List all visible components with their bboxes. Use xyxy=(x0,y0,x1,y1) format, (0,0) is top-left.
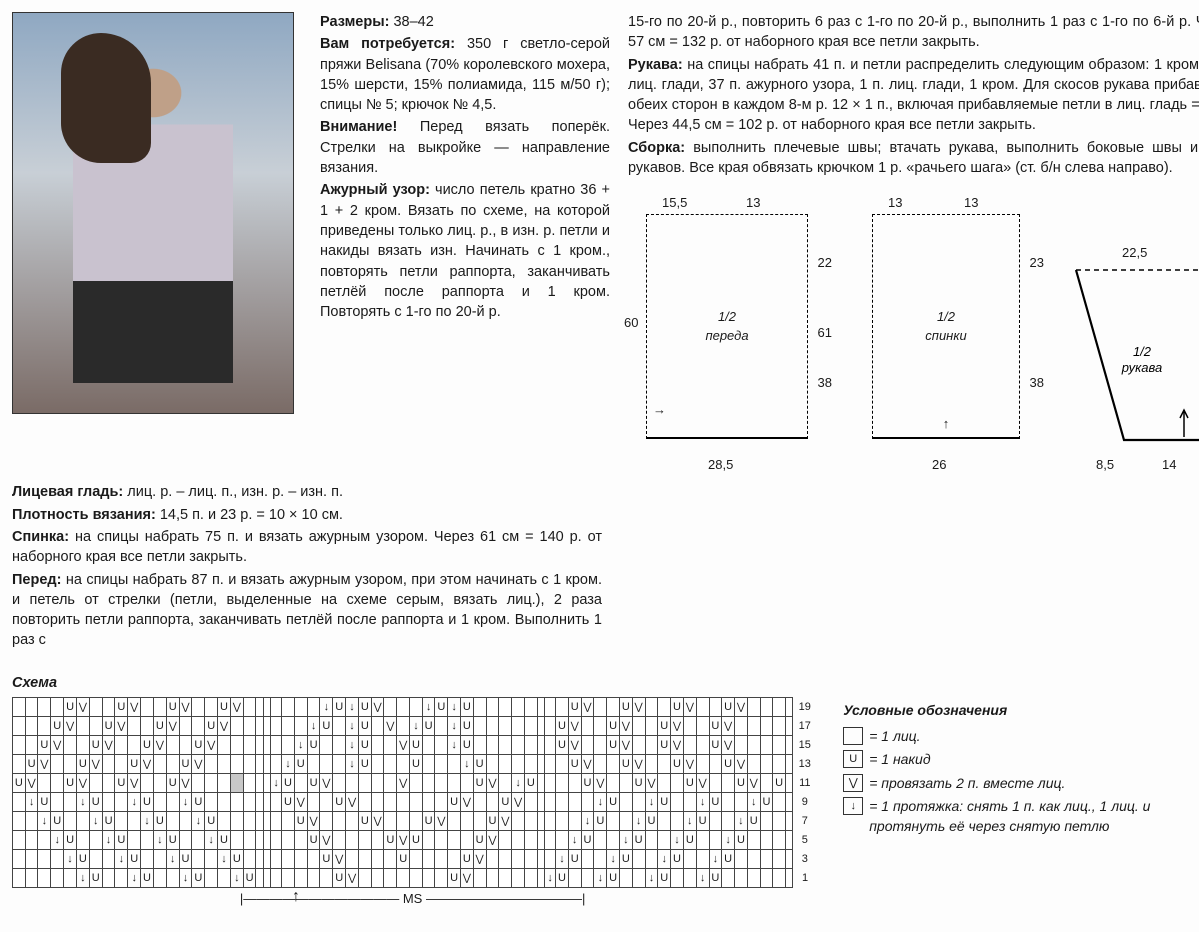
schema-title: Схема xyxy=(12,673,1187,693)
dim: 13 xyxy=(888,194,902,212)
stst-label: Лицевая гладь: xyxy=(12,484,123,500)
svg-text:1/2: 1/2 xyxy=(1133,344,1152,359)
materials-label: Вам потребуется: xyxy=(320,36,455,52)
dim: 26 xyxy=(932,456,946,474)
back-label: Спинка: xyxy=(12,529,69,545)
lace: число петель кратно 36 + 1 + 2 кром. Вяз… xyxy=(320,182,610,320)
piece-sleeve: 22,5 1/2 рукава 44,5 8,5 14 xyxy=(1066,244,1199,474)
sleeves-label: Рукава: xyxy=(628,57,683,73)
dim: 14 xyxy=(1162,456,1176,474)
dim: 38 xyxy=(1030,374,1044,392)
assembly: выполнить плечевые швы; втачать рукава, … xyxy=(628,140,1199,176)
legend-row: ↓= 1 протяжка: снять 1 п. как лиц., 1 ли… xyxy=(843,797,1187,836)
dim: 15,5 xyxy=(662,194,687,212)
sleeves: на спицы набрать 41 п. и петли распредел… xyxy=(628,57,1199,134)
attention-label: Внимание! xyxy=(320,119,397,135)
front-label: Перед: xyxy=(12,572,61,588)
legend: Условные обозначения = 1 лиц. U= 1 накид ⋁… xyxy=(843,697,1187,908)
legend-title: Условные обозначения xyxy=(843,701,1187,721)
column-text-2: 15-го по 20-й р., повторить 6 раз с 1-го… xyxy=(628,12,1199,474)
dim: 8,5 xyxy=(1096,456,1114,474)
dim: 60 xyxy=(624,314,638,332)
dim: 13 xyxy=(746,194,760,212)
dim: 23 xyxy=(1030,254,1044,272)
dim: 22,5 xyxy=(1122,244,1147,262)
top-section: Размеры: 38–42 Вам потребуется: 350 г св… xyxy=(12,12,1187,474)
front-continued: 15-го по 20-й р., повторить 6 раз с 1-го… xyxy=(628,12,1199,53)
ms-marker: |———————————— MS ————————————| xyxy=(12,890,813,908)
assembly-label: Сборка: xyxy=(628,140,685,156)
lace-label: Ажурный узор: xyxy=(320,182,430,198)
stitch-chart: 191715131197531 |———————————— MS ———————… xyxy=(12,697,813,908)
column-text-1: Размеры: 38–42 Вам потребуется: 350 г св… xyxy=(320,12,610,474)
piece-back: 13 13 1/2 спинки ↑ 23 38 26 xyxy=(854,194,1040,474)
gauge-label: Плотность вязания: xyxy=(12,507,156,523)
piece-label: 1/2 переда xyxy=(705,308,748,344)
dim: 13 xyxy=(964,194,978,212)
piece-front: 15,5 13 1/2 переда → 60 22 61 38 28,5 xyxy=(628,194,828,474)
schematics: 15,5 13 1/2 переда → 60 22 61 38 28,5 13… xyxy=(628,194,1199,474)
dim: 28,5 xyxy=(708,456,733,474)
legend-row: = 1 лиц. xyxy=(843,727,1187,747)
svg-text:рукава: рукава xyxy=(1121,360,1162,375)
model-photo xyxy=(12,12,294,414)
column-photo xyxy=(12,12,302,474)
sizes: 38–42 xyxy=(393,14,433,30)
dim: 38 xyxy=(818,374,832,392)
dim: 61 xyxy=(818,324,832,342)
stst: лиц. р. – лиц. п., изн. р. – изн. п. xyxy=(127,484,343,500)
legend-row: U= 1 накид xyxy=(843,750,1187,770)
full-width-text: Лицевая гладь: лиц. р. – лиц. п., изн. р… xyxy=(12,482,602,650)
back: на спицы набрать 75 п. и вязать ажурным … xyxy=(12,529,602,565)
front: на спицы набрать 87 п. и вязать ажурным … xyxy=(12,572,602,649)
piece-label: 1/2 спинки xyxy=(925,308,966,344)
legend-row: ⋁= провязать 2 п. вместе лиц. xyxy=(843,774,1187,794)
sizes-label: Размеры: xyxy=(320,14,389,30)
dim: 22 xyxy=(818,254,832,272)
gauge: 14,5 п. и 23 р. = 10 × 10 см. xyxy=(160,507,343,523)
schema-block: 191715131197531 |———————————— MS ———————… xyxy=(12,697,1187,908)
